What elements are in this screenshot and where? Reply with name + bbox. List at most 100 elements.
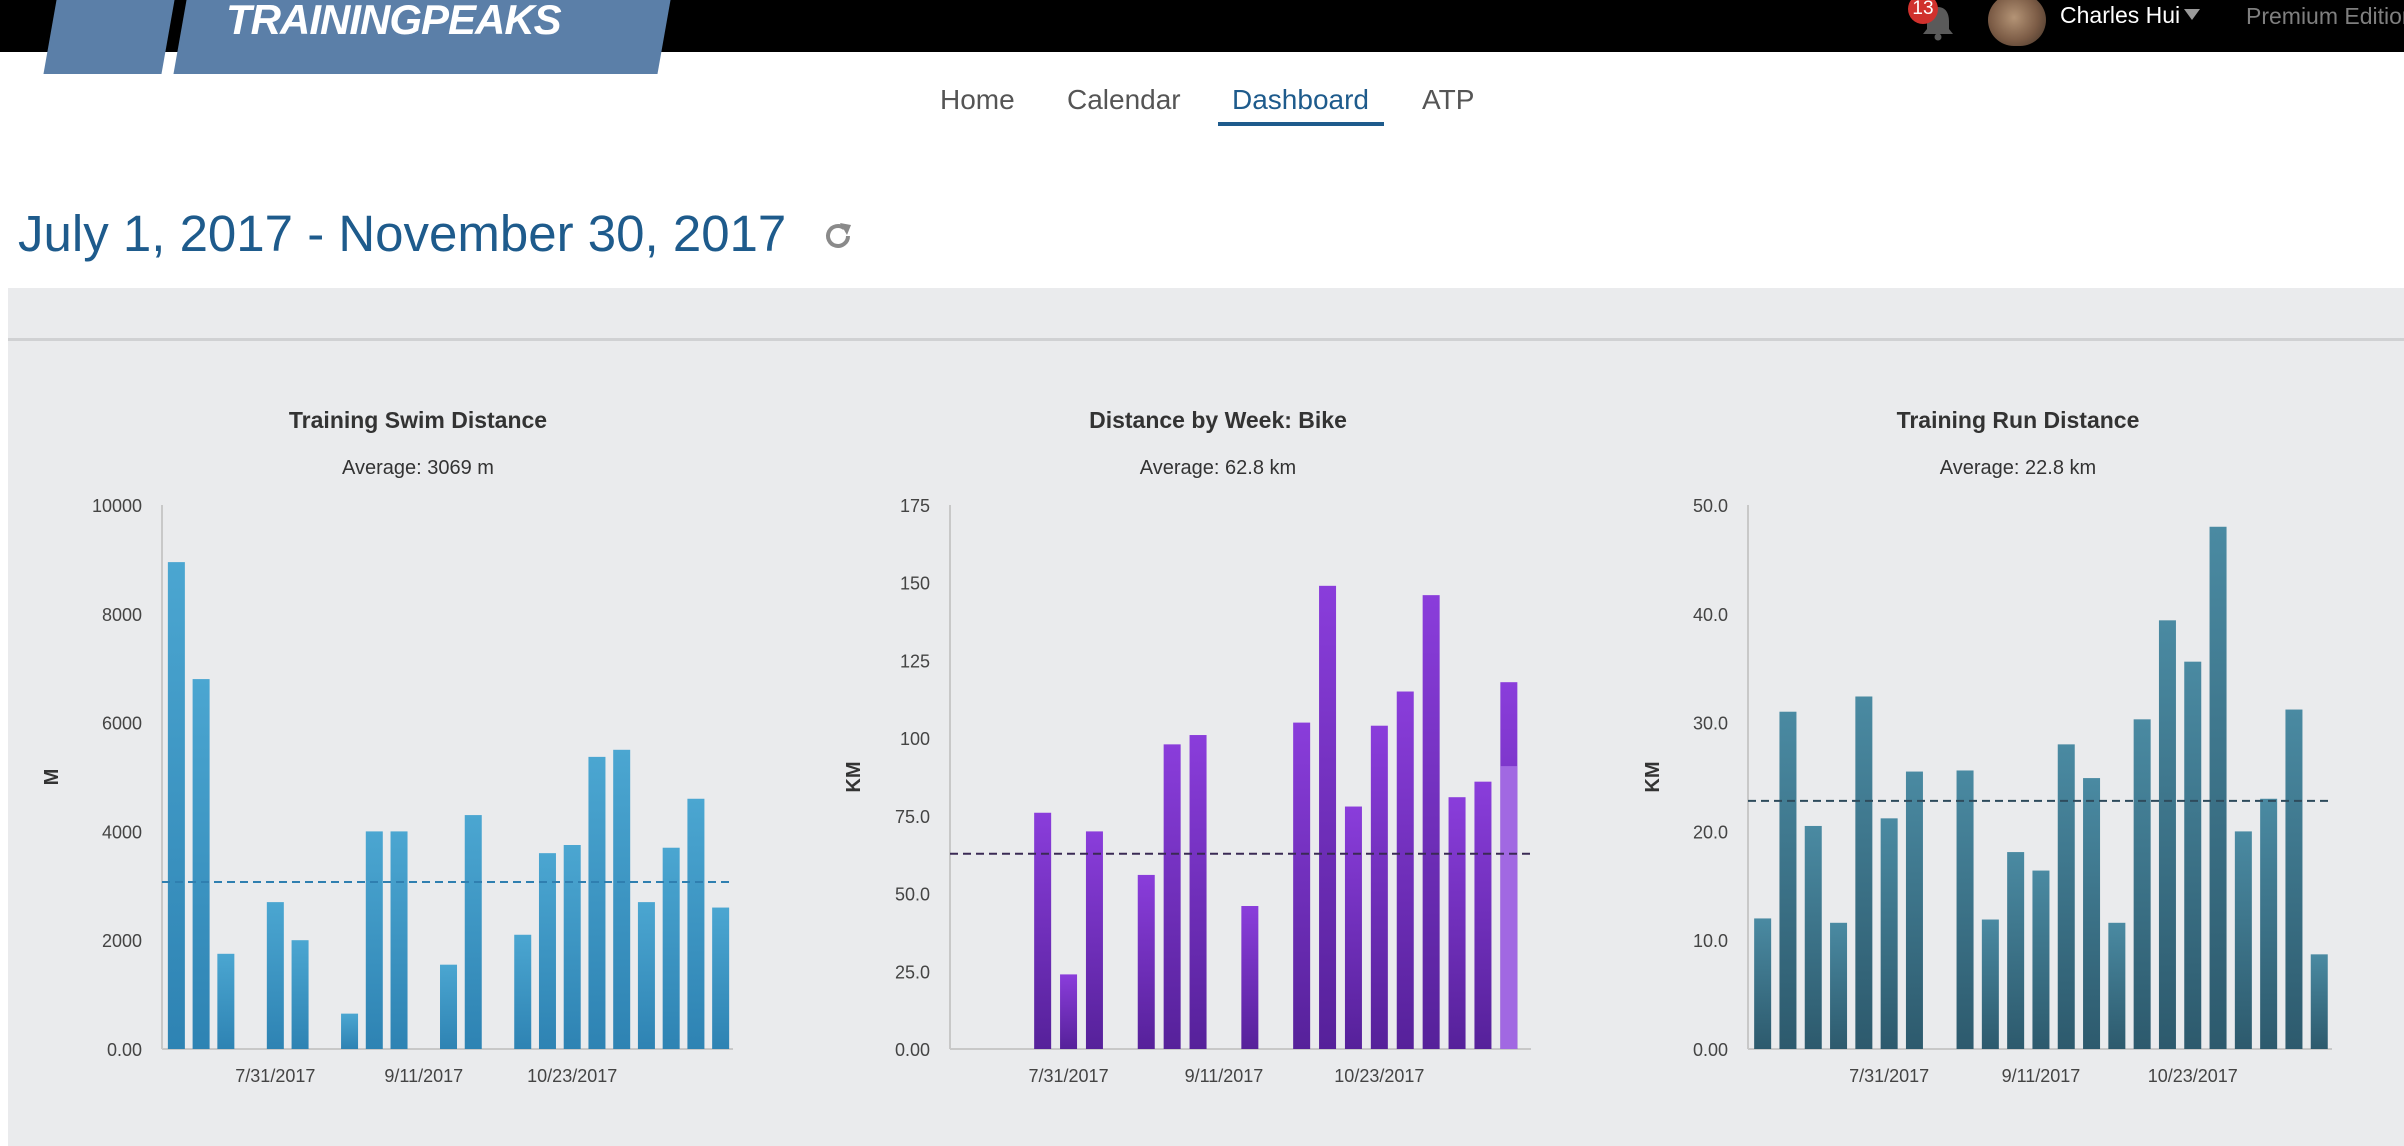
bar [1448, 797, 1466, 1049]
bar [2057, 744, 2075, 1049]
y-tick-label: 150 [900, 574, 930, 594]
bar [192, 679, 210, 1049]
tab-calendar[interactable]: Calendar [1067, 84, 1181, 115]
y-tick-label: 20.0 [1693, 822, 1728, 842]
avatar[interactable] [1988, 0, 2046, 46]
chart-title: Training Swim Distance [289, 407, 547, 433]
y-tick-label: 175 [900, 496, 930, 516]
bar [2184, 661, 2202, 1049]
bar [1034, 812, 1052, 1049]
bar [1396, 691, 1414, 1049]
y-tick-label: 40.0 [1693, 605, 1728, 625]
bar [1241, 906, 1259, 1049]
chart-subtitle: Average: 62.8 km [1140, 457, 1296, 479]
bar [1293, 722, 1311, 1049]
y-tick-label: 50.0 [1693, 496, 1728, 516]
y-tick-label: 25.0 [895, 962, 930, 982]
bar [291, 940, 309, 1049]
bar [514, 934, 532, 1049]
trainingpeaks-logo[interactable]: TRAININGPEAKS [226, 0, 562, 43]
bar [588, 756, 606, 1049]
bar [2108, 922, 2126, 1049]
bar [1370, 725, 1388, 1049]
bar [1085, 831, 1103, 1049]
y-tick-label: 100 [900, 729, 930, 749]
username[interactable]: Charles Hui [2060, 2, 2181, 28]
tab-dashboard[interactable]: Dashboard [1232, 84, 1369, 115]
bar [1754, 918, 1772, 1049]
y-tick-label: 2000 [102, 931, 142, 951]
bar [2133, 719, 2151, 1049]
tab-atp[interactable]: ATP [1422, 84, 1475, 115]
bar [1137, 874, 1155, 1049]
bar [662, 847, 680, 1049]
bar [266, 902, 284, 1049]
bar [1880, 818, 1898, 1049]
bar [2285, 709, 2303, 1049]
date-range-title[interactable]: July 1, 2017 - November 30, 2017 [18, 205, 787, 262]
bar [2209, 526, 2227, 1049]
chevron-down-icon[interactable] [2184, 9, 2200, 20]
bar [1189, 735, 1207, 1049]
x-tick-label: 7/31/2017 [235, 1066, 315, 1086]
refresh-icon[interactable] [822, 220, 854, 252]
chart-title: Training Run Distance [1897, 407, 2140, 433]
active-tab-indicator [1218, 122, 1384, 126]
bar [365, 831, 383, 1049]
bar [1060, 974, 1078, 1049]
bar [563, 845, 581, 1049]
x-tick-label: 7/31/2017 [1849, 1066, 1929, 1086]
y-tick-label: 4000 [102, 822, 142, 842]
bar [1956, 770, 1974, 1049]
bar [2260, 798, 2278, 1049]
bar [613, 749, 631, 1049]
x-tick-label: 10/23/2017 [1334, 1066, 1424, 1086]
bar [1163, 744, 1181, 1049]
bar [1422, 595, 1440, 1049]
y-axis-label: KM [1642, 761, 1664, 792]
y-tick-label: 0.00 [895, 1040, 930, 1060]
bar [712, 907, 730, 1049]
y-tick-label: 0.00 [1693, 1040, 1728, 1060]
y-tick-label: 10000 [92, 496, 142, 516]
y-axis-label: M [41, 769, 63, 786]
bar [1804, 825, 1822, 1049]
bar [637, 902, 655, 1049]
x-tick-label: 9/11/2017 [2002, 1066, 2081, 1086]
y-tick-label: 50.0 [895, 885, 930, 905]
y-tick-label: 8000 [102, 605, 142, 625]
bar [1830, 922, 1848, 1049]
tab-home[interactable]: Home [940, 84, 1015, 115]
bar [390, 831, 408, 1049]
chart-subtitle: Average: 22.8 km [1940, 457, 2096, 479]
edition-label: Premium Edition [2246, 3, 2404, 29]
bar [1344, 806, 1362, 1049]
x-tick-label: 7/31/2017 [1029, 1066, 1109, 1086]
chart-title: Distance by Week: Bike [1089, 407, 1347, 433]
bar [1981, 919, 1999, 1049]
bar [440, 964, 458, 1049]
x-tick-label: 10/23/2017 [527, 1066, 617, 1086]
x-tick-label: 9/11/2017 [1185, 1066, 1264, 1086]
y-tick-label: 75.0 [895, 807, 930, 827]
chart-subtitle: Average: 3069 m [342, 457, 494, 479]
bar-segment [1500, 766, 1518, 1049]
bar [341, 1013, 359, 1049]
bar [1905, 771, 1923, 1049]
y-tick-label: 10.0 [1693, 931, 1728, 951]
notification-badge[interactable]: 13 [1908, 0, 1938, 24]
y-tick-label: 6000 [102, 714, 142, 734]
bar [687, 798, 705, 1049]
bar [464, 815, 482, 1049]
bar [1855, 696, 1873, 1049]
bar [2083, 778, 2101, 1049]
x-tick-label: 9/11/2017 [384, 1066, 463, 1086]
bar [1474, 781, 1492, 1049]
bar [2158, 620, 2176, 1049]
y-axis-label: KM [843, 761, 865, 792]
y-tick-label: 0.00 [107, 1040, 142, 1060]
bar [167, 562, 185, 1049]
y-tick-label: 30.0 [1693, 714, 1728, 734]
panel-divider [8, 338, 2404, 341]
